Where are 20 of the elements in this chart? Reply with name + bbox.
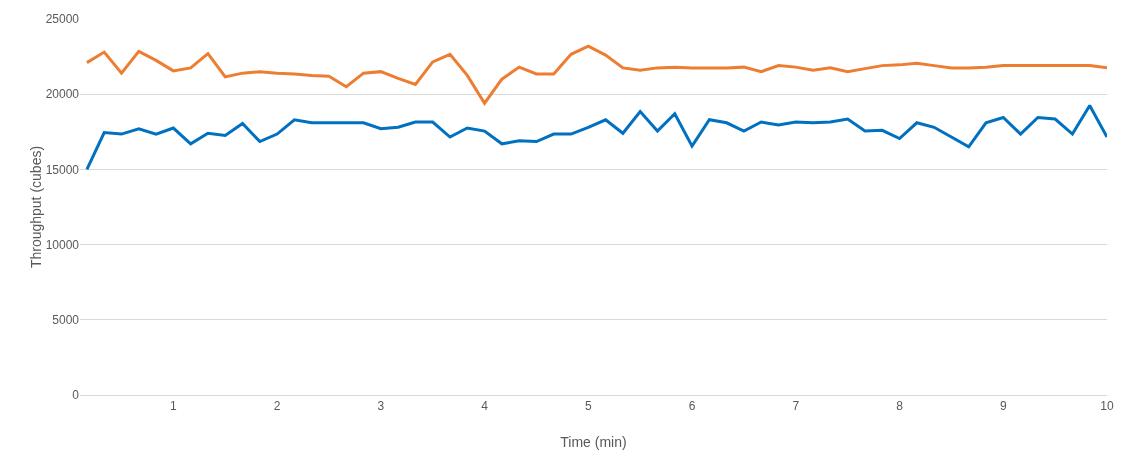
x-tick-label: 6	[688, 399, 696, 414]
line-series	[85, 103, 1107, 171]
y-tick-label: 0	[72, 388, 80, 403]
y-axis-title: Throughput (cubes)	[27, 145, 44, 269]
line-series	[85, 44, 1107, 105]
x-axis-title: Time (min)	[560, 434, 627, 450]
y-tick-label: 5000	[52, 313, 80, 327]
x-tick-label: 1	[170, 399, 178, 414]
x-tick-label: 3	[377, 399, 385, 414]
y-tick-label: 20000	[45, 87, 80, 102]
y-tick-label: 25000	[45, 12, 80, 27]
x-tick-label: 10	[1100, 399, 1114, 414]
x-tick-label: 7	[792, 399, 800, 414]
x-tick-label: 8	[896, 399, 904, 414]
y-tick-label: 10000	[45, 237, 80, 252]
x-tick-label: 5	[584, 399, 592, 414]
x-tick-label: 4	[481, 399, 489, 414]
y-tick-label: 15000	[45, 162, 80, 177]
x-tick-label: 9	[999, 399, 1007, 414]
x-tick-label: 2	[273, 399, 281, 414]
